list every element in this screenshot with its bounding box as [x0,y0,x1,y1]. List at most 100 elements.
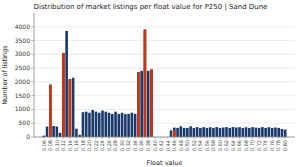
x-tick [115,137,116,139]
bar [206,128,209,137]
title: Distribution of market listings per floa… [34,3,268,11]
grid-line [34,26,295,27]
y-tick [31,95,34,96]
x-tick [200,137,201,139]
bar [88,113,91,137]
x-tick-label: 0.38 [145,140,151,151]
x-tick [213,137,214,139]
bar [186,128,189,137]
bar [284,130,287,137]
x-tick-label: 0.10 [54,140,60,151]
x-tick-label: 0.80 [282,140,288,151]
y-tick-label: 3000 [15,50,30,57]
x-tick-label: 0.56 [204,140,210,151]
y-tick [31,123,34,124]
bar [111,114,114,137]
bar [49,85,52,137]
x-tick-label: 0.52 [191,140,197,151]
bar [199,128,202,137]
grid-line [34,54,295,55]
x-tick-label: 0.46 [171,140,177,151]
bar [228,128,231,137]
bar [196,127,199,137]
bar [124,114,127,137]
x-tick-label: 0.22 [93,140,99,151]
x-axis [34,137,295,138]
bar [241,128,244,137]
bar [274,127,277,137]
x-tick [278,137,279,139]
x-tick [56,137,57,139]
bar [222,127,225,137]
bar [127,114,130,137]
x-tick [50,137,51,139]
x-tick [252,137,253,139]
x-tick [206,137,207,139]
x-tick [76,137,77,139]
x-tick [161,137,162,139]
bar [144,30,147,137]
bar [59,133,62,137]
y-tick-label: 2500 [15,64,30,71]
y-tick-label: 1000 [15,105,30,112]
x-tick-label: 0.78 [275,140,281,151]
bar [255,128,258,137]
bar [281,129,284,137]
bar [140,71,143,137]
bar [176,128,179,137]
y-tick [31,26,34,27]
x-tick-label: 0.24 [99,140,105,151]
x-tick-label: 0.50 [184,140,190,151]
x-tick-label: 0.12 [60,140,66,151]
bars [42,30,286,137]
x-tick [246,137,247,139]
x-tick-label: 0.18 [80,140,86,151]
x-tick [82,137,83,139]
x-tick [193,137,194,139]
x-tick-label: 0.06 [41,140,47,151]
bar [173,128,176,137]
bar [82,112,85,137]
x-tick [122,137,123,139]
bar [225,127,228,137]
y-label: Number of listings [1,45,9,105]
bar [62,53,65,137]
bar [91,110,94,137]
x-tick-label: 0.76 [269,140,275,151]
x-tick [285,137,286,139]
bar [264,128,267,137]
bar [251,127,254,137]
x-tick-label: 0.42 [158,140,164,151]
x-tick [128,137,129,139]
bar [134,114,137,137]
y-tick [31,81,34,82]
bar [235,127,238,137]
x-tick [239,137,240,139]
y-tick-label: 4000 [15,23,30,30]
x-tick-label: 0.36 [138,140,144,151]
bar [101,111,104,137]
y-axis [34,13,35,137]
x-tick [109,137,110,139]
x-tick-label: 0.64 [230,140,236,151]
bar [121,113,124,137]
bar [212,128,215,137]
y-tick-label: 2000 [15,78,30,85]
bar [189,126,192,137]
x-tick-label: 0.14 [67,140,73,151]
x-tick [135,137,136,139]
x-tick-label: 0.20 [86,140,92,151]
bar [170,130,173,137]
bar [69,79,72,137]
x-tick [259,137,260,139]
bar [72,78,75,137]
y-tick-label: 0 [26,133,30,140]
chart: 050010001500200025003000350040000.060.08… [0,0,301,167]
bar [46,127,49,137]
bar [137,72,140,137]
grid-line [34,68,295,69]
y-tick [31,137,34,138]
x-tick [63,137,64,139]
x-tick [141,137,142,139]
bar [258,128,261,137]
